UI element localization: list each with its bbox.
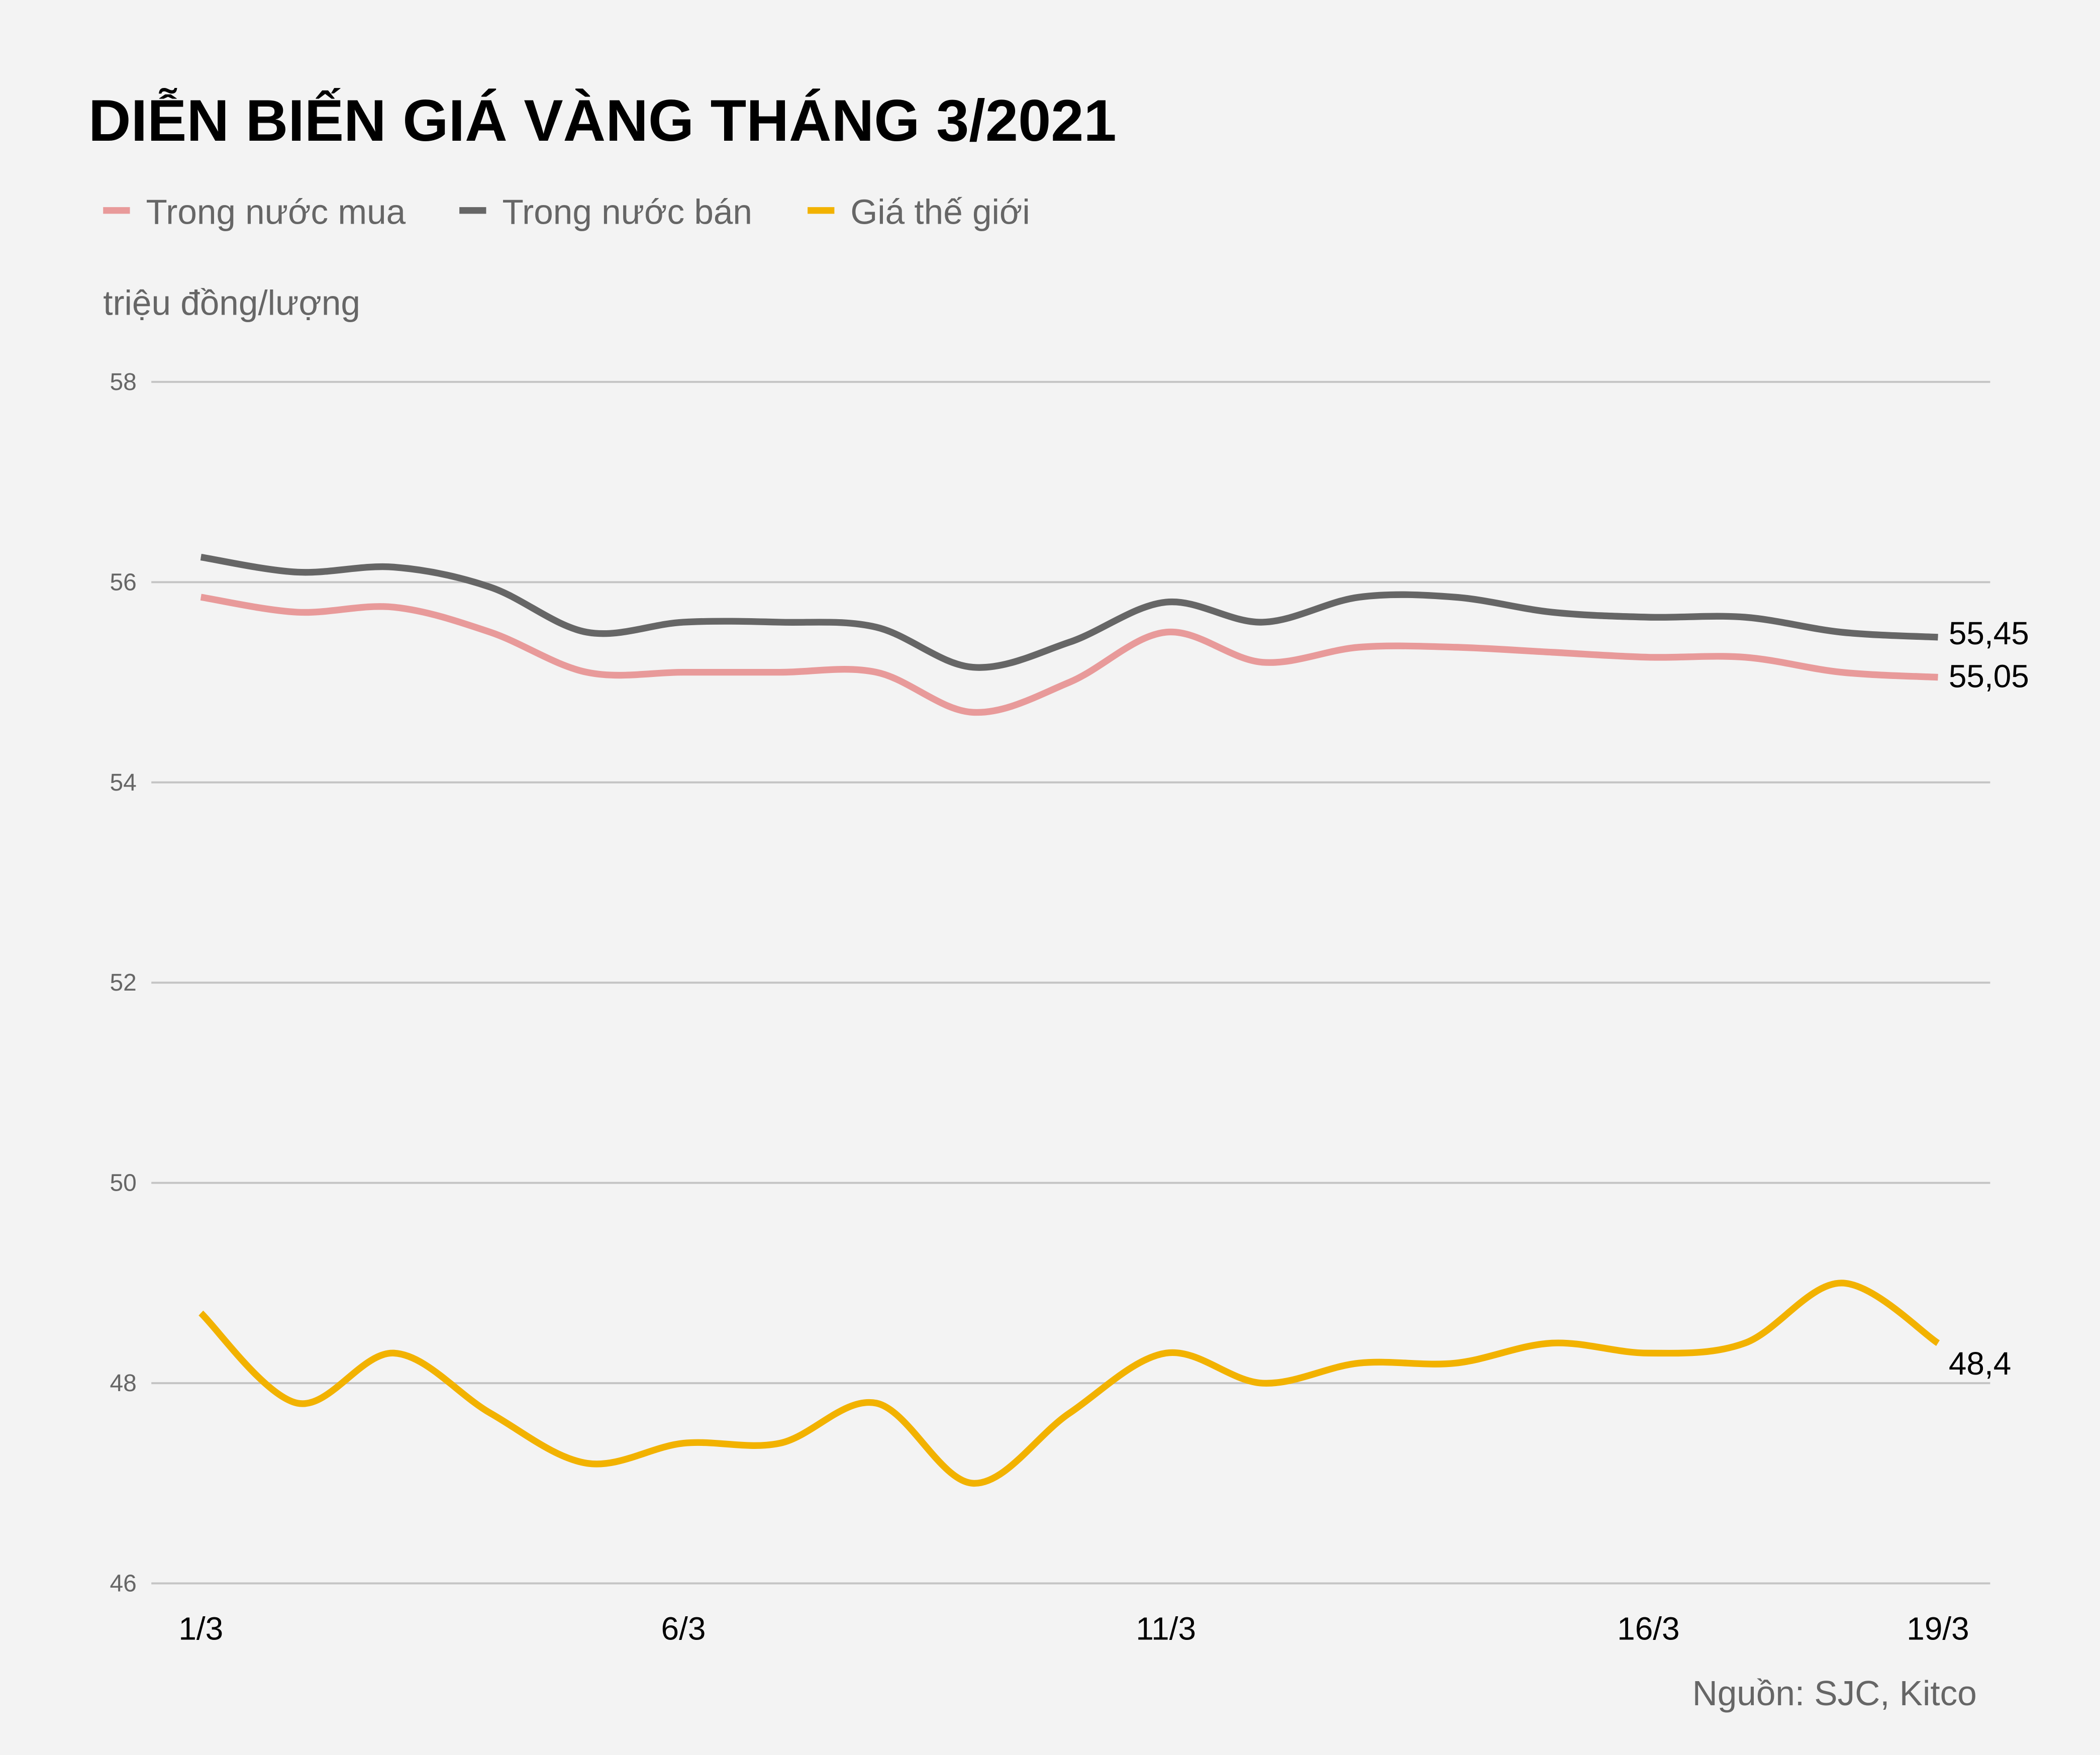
data-point [1069, 642, 1070, 643]
data-point [201, 597, 202, 598]
x-tick-label: 11/3 [1136, 1610, 1196, 1646]
y-tick-label: 56 [110, 569, 136, 596]
data-point [490, 632, 491, 633]
data-point [1648, 617, 1649, 618]
series-lines: 55,05 55,45 48,4 [198, 553, 2029, 1487]
data-point [490, 1413, 491, 1414]
legend-label: Trong nước bán [502, 192, 752, 231]
legend-label: Giá thế giới [850, 192, 1030, 231]
y-tick-label: 54 [110, 769, 136, 796]
data-point [1069, 1413, 1070, 1414]
legend: Trong nước mua Trong nước bán Giá thế giới [103, 192, 1030, 231]
x-axis-ticks: 1/3 6/3 11/3 16/3 19/3 [178, 1610, 1969, 1646]
end-value-label: 55,05 [1949, 658, 2029, 695]
data-point [876, 1403, 877, 1404]
series-line [200, 553, 1938, 671]
data-point [1262, 1383, 1263, 1384]
data-point [1262, 622, 1263, 623]
data-point [1455, 647, 1456, 648]
y-tick-label: 46 [110, 1571, 136, 1597]
end-value-label: 55,45 [1949, 615, 2029, 651]
y-axis-unit: triệu đồng/lượng [103, 283, 360, 323]
y-tick-label: 50 [110, 1170, 136, 1197]
source-note: Nguồn: SJC, Kitco [1692, 1674, 1977, 1713]
data-point [297, 612, 298, 613]
x-tick-label: 6/3 [661, 1610, 706, 1646]
chart-title: DIỄN BIẾN GIÁ VÀNG THÁNG 3/2021 [88, 87, 1117, 153]
y-tick-label: 52 [110, 969, 136, 996]
y-tick-label: 58 [110, 369, 136, 396]
data-point [1841, 1283, 1842, 1284]
x-tick-label: 19/3 [1907, 1610, 1969, 1646]
x-tick-label: 1/3 [178, 1610, 223, 1646]
gridlines: 46 48 50 52 54 56 58 [110, 369, 1990, 1597]
data-point [1841, 632, 1842, 633]
legend-label: Trong nước mua [146, 192, 406, 231]
data-point [1455, 597, 1456, 598]
end-value-label: 48,4 [1949, 1345, 2011, 1382]
data-point [876, 627, 877, 628]
data-point [683, 622, 684, 623]
data-point [490, 587, 491, 588]
data-point [297, 1403, 298, 1404]
y-tick-label: 48 [110, 1370, 136, 1397]
x-tick-label: 16/3 [1617, 1610, 1679, 1646]
